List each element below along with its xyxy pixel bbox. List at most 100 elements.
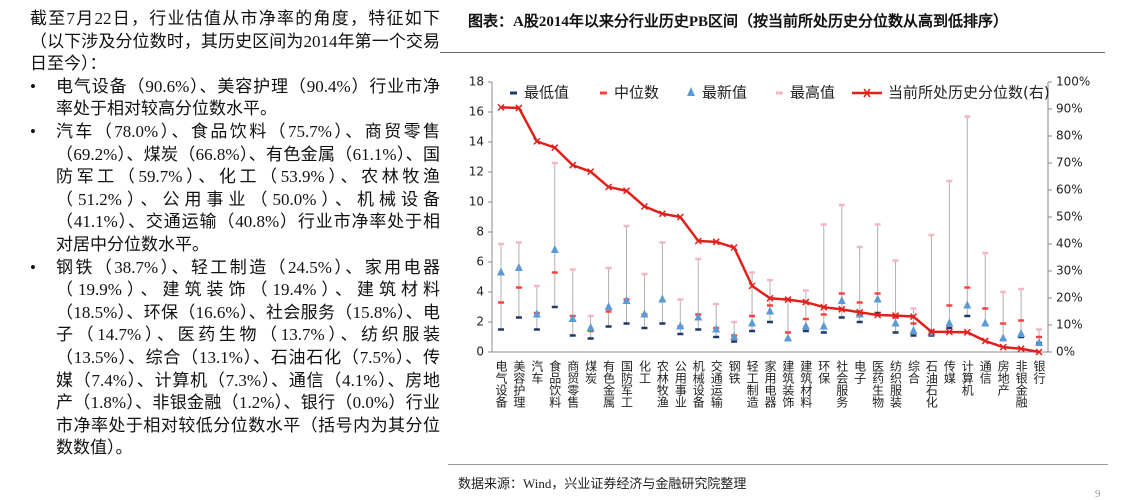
x-marker [694, 237, 702, 245]
y2-tick-label: 60% [1056, 183, 1083, 197]
legend-label: 最高值 [790, 84, 835, 102]
x-tick-label: 美容护理 [512, 360, 526, 408]
x-marker [784, 296, 792, 304]
x-marker [856, 308, 864, 316]
x-marker [892, 312, 900, 320]
y2-tick-label: 80% [1056, 129, 1083, 143]
x-tick-label: 石油石化 [924, 360, 938, 409]
x-marker [640, 202, 648, 211]
x-tick-label: 煤炭 [584, 360, 598, 385]
x-tick-label: 建筑装饰 [781, 360, 795, 408]
x-marker [658, 210, 666, 218]
x-tick-label: 有色金属 [602, 360, 616, 409]
y2-tick-label: 50% [1056, 210, 1083, 224]
x-tick-label: 非银金融 [1014, 360, 1028, 409]
x-tick-label: 环保 [817, 360, 831, 384]
marker [945, 318, 954, 327]
marker [1017, 329, 1026, 337]
x-tick-label: 电气设备 [494, 360, 508, 409]
marker [550, 245, 559, 253]
y2-tick-label: 40% [1056, 237, 1083, 251]
bullet: 汽车（78.0%）、食品饮料（75.7%）、商贸零售（69.2%）、煤炭（66.… [30, 121, 440, 257]
x-marker [766, 294, 774, 302]
marker [748, 318, 757, 327]
marker [730, 332, 739, 340]
y-tick-label: 2 [476, 315, 484, 329]
y-tick-label: 0 [476, 345, 484, 359]
x-tick-label: 公用事业 [673, 360, 687, 408]
x-marker [1035, 348, 1043, 356]
marker [1035, 338, 1044, 346]
x-tick-label: 化工 [637, 360, 651, 384]
y-tick-label: 14 [469, 135, 484, 149]
x-tick-label: 计算机 [960, 360, 974, 396]
x-marker [838, 305, 846, 313]
marker [694, 312, 703, 321]
chart: 0 2 4 6 8 10 12 14 16 18 0% 10% 20% 30% 40% 50% 60% 70% 80… [469, 75, 1091, 409]
x-marker [730, 243, 738, 252]
marker [640, 309, 649, 318]
x-marker [569, 161, 577, 169]
y-tick-label: 18 [469, 75, 484, 89]
x-tick-label: 汽车 [530, 359, 544, 385]
legend-marker [863, 88, 871, 98]
x-tick-label: 食品饮料 [548, 359, 562, 408]
bullet: 电气设备（90.6%）、美容护理（90.4%）行业市净率处于相对较高分位数水平。 [30, 76, 440, 121]
intro: 截至7月22日，行业估值从市净率的角度，特征如下（以下涉及分位数时，其历史区间为… [30, 9, 440, 74]
marker [801, 321, 810, 330]
marker [766, 306, 774, 315]
rule [440, 52, 1105, 53]
x-marker [1017, 345, 1025, 353]
y2-tick-label: 20% [1056, 291, 1083, 305]
y2-tick-label: 0% [1056, 345, 1075, 359]
x-tick-label: 银行 [1032, 360, 1046, 384]
y2-tick-label: 70% [1056, 156, 1083, 170]
x-marker [676, 213, 684, 221]
y-tick-label: 4 [476, 285, 484, 299]
x-marker [748, 282, 756, 290]
x-marker [820, 303, 828, 311]
marker [496, 267, 505, 276]
x-tick-label: 建筑材料 [799, 360, 813, 408]
x-tick-label: 轻工制造 [745, 360, 759, 408]
x-tick-label: 医药生物 [871, 360, 885, 408]
bullet-list: 电气设备（90.6%）、美容护理（90.4%）行业市净率处于相对较高分位数水平。… [30, 76, 440, 460]
marker [532, 309, 541, 318]
marker [622, 296, 631, 304]
x-tick-label: 综合 [906, 360, 920, 384]
x-marker [712, 238, 720, 246]
marker [676, 321, 685, 330]
x-marker [981, 337, 989, 345]
text-column: 截至7月22日，行业估值从市净率的角度，特征如下（以下涉及分位数时，其历史区间为… [30, 8, 440, 460]
x-marker [874, 311, 882, 319]
x-marker [533, 137, 541, 145]
y2-tick-label: 30% [1056, 264, 1083, 278]
x-marker [551, 144, 559, 152]
x-tick-label: 交通运输 [709, 359, 723, 409]
rule [448, 464, 1108, 465]
marker [981, 318, 990, 327]
x-marker [497, 103, 505, 111]
legend-label: 最新值 [702, 84, 747, 102]
x-tick-label: 家用电器 [763, 359, 777, 409]
chart-caption: 图表：A股2014年以来分行业历史PB区间（按当前所处历史分位数从高到低排序） [468, 14, 1009, 30]
x-tick-label: 通信 [978, 360, 992, 385]
marker [783, 333, 792, 342]
y2-tick-label: 10% [1056, 318, 1083, 332]
legend-label: 中位数 [614, 84, 659, 102]
x-tick-label: 商贸零售 [566, 359, 580, 408]
x-marker [587, 168, 595, 176]
x-marker [622, 187, 631, 195]
legend-label: 最低值 [524, 84, 569, 102]
x-tick-label: 国防军工 [620, 360, 634, 408]
x-marker [515, 104, 523, 112]
page-number: 9 [1095, 488, 1101, 500]
marker [712, 324, 721, 333]
x-marker [927, 328, 935, 336]
x-marker [802, 298, 810, 306]
y2-tick-label: 100% [1056, 75, 1090, 89]
marker [604, 302, 613, 310]
x-marker [963, 328, 971, 336]
y-tick-label: 10 [469, 195, 484, 209]
